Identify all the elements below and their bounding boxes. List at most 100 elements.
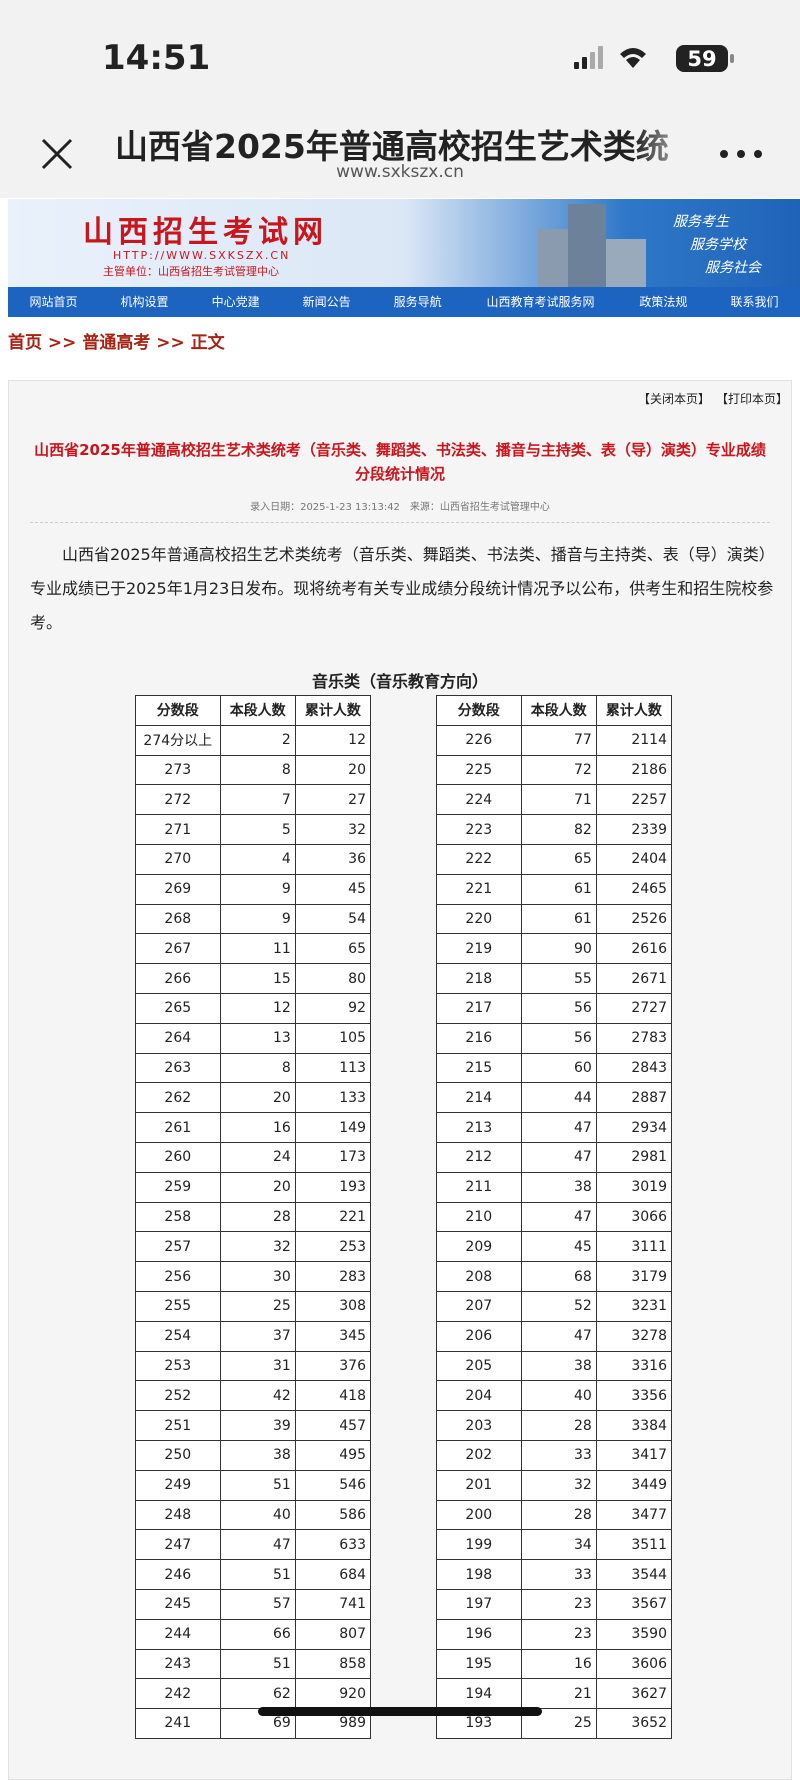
table-row: 257 32 253 (135, 1231, 372, 1263)
nav-item[interactable]: 山西教育考试服务网 (486, 295, 595, 309)
nav-item[interactable]: 联系我们 (730, 295, 779, 309)
home-indicator (258, 1707, 542, 1716)
nav-item[interactable]: 中心党建 (211, 295, 260, 309)
count-cell: 47 (520, 1320, 597, 1352)
table-row: 253 31 376 (135, 1350, 372, 1382)
nav-item[interactable]: 机构设置 (120, 295, 169, 309)
close-page-button[interactable]: 【关闭本页】 (638, 392, 711, 406)
score-cell: 207 (436, 1290, 522, 1322)
count-cell: 40 (219, 1499, 296, 1531)
table-row: 218 55 2671 (436, 963, 673, 994)
count-cell: 72 (520, 754, 597, 786)
count-cell: 3652 (595, 1708, 673, 1739)
table-row: 222 65 2404 (436, 843, 673, 875)
table-row: 224 71 2257 (436, 784, 673, 816)
score-cell: 242 (135, 1678, 221, 1710)
score-cell: 205 (436, 1350, 522, 1382)
table-row: 198 33 3544 (436, 1559, 673, 1590)
site-banner: 山西招生考试网 HTTP://WWW.SXKSZX.CN 主管单位：山西省招生考… (8, 199, 800, 287)
count-cell: 38 (219, 1439, 296, 1471)
table-row: 197 23 3567 (436, 1588, 673, 1620)
close-button[interactable] (40, 137, 74, 171)
count-cell: 9 (219, 903, 296, 935)
count-cell: 80 (294, 963, 372, 994)
article-paragraph: 山西省2025年普通高校招生艺术类统考（音乐类、舞蹈类、书法类、播音与主持类、表… (30, 545, 775, 632)
table-row: 200 28 3477 (436, 1499, 673, 1531)
count-cell: 28 (520, 1410, 597, 1441)
table-row: 258 28 221 (135, 1201, 372, 1233)
table-row: 205 38 3316 (436, 1350, 673, 1382)
count-cell: 3511 (595, 1529, 673, 1561)
score-cell: 222 (436, 843, 522, 875)
table-row: 269 9 45 (135, 873, 372, 905)
breadcrumb[interactable]: 首页 >> 普通高考 >> 正文 (8, 333, 225, 353)
count-cell: 34 (520, 1529, 597, 1561)
count-cell: 345 (294, 1320, 372, 1352)
nav-item[interactable]: 政策法规 (639, 295, 688, 309)
table-title: 音乐类（音乐教育方向） (311, 672, 488, 691)
count-cell: 283 (294, 1261, 372, 1292)
score-cell: 197 (436, 1588, 522, 1620)
score-cell: 273 (135, 754, 221, 786)
count-cell: 47 (520, 1112, 597, 1143)
count-cell: 16 (219, 1112, 296, 1143)
score-cell: 218 (436, 963, 522, 994)
count-cell: 56 (520, 992, 597, 1024)
count-cell: 51 (219, 1648, 296, 1680)
more-button[interactable] (718, 148, 764, 160)
divider (30, 522, 770, 523)
print-page-button[interactable]: 【打印本页】 (716, 392, 789, 406)
count-cell: 82 (520, 814, 597, 845)
count-cell: 4 (219, 843, 296, 875)
score-cell: 259 (135, 1171, 221, 1203)
table-row: 210 47 3066 (436, 1201, 673, 1233)
count-cell: 3066 (595, 1201, 673, 1233)
nav-item[interactable]: 服务导航 (393, 295, 442, 309)
count-cell: 47 (219, 1529, 296, 1561)
score-cell: 198 (436, 1559, 522, 1590)
count-cell: 61 (520, 903, 597, 935)
count-cell: 5 (219, 814, 296, 845)
count-cell: 253 (294, 1231, 372, 1263)
score-cell: 210 (436, 1201, 522, 1233)
table-row: 213 47 2934 (436, 1112, 673, 1143)
table-row: 225 72 2186 (436, 754, 673, 786)
score-cell: 221 (436, 873, 522, 905)
table-row: 260 24 173 (135, 1141, 372, 1173)
count-cell: 24 (219, 1141, 296, 1173)
count-cell: 418 (294, 1380, 372, 1412)
count-cell: 51 (219, 1469, 296, 1501)
score-cell: 269 (135, 873, 221, 905)
score-cell: 225 (436, 754, 522, 786)
count-cell: 45 (520, 1231, 597, 1263)
score-cell: 241 (135, 1708, 221, 1739)
table-row: 266 15 80 (135, 963, 372, 994)
table-row: 264 13 105 (135, 1022, 372, 1054)
table-row: 211 38 3019 (436, 1171, 673, 1203)
count-cell: 28 (520, 1499, 597, 1531)
count-cell: 3544 (595, 1559, 673, 1590)
count-cell: 3231 (595, 1290, 673, 1322)
table-row: 268 9 54 (135, 903, 372, 935)
count-cell: 2186 (595, 754, 673, 786)
nav-item[interactable]: 新闻公告 (302, 295, 351, 309)
count-cell: 12 (219, 992, 296, 1024)
article-meta: 录入日期：2025-1-23 13:13:42 来源：山西省招生考试管理中心 (0, 498, 800, 513)
building-illustration (538, 204, 646, 287)
count-cell: 56 (520, 1022, 597, 1054)
score-cell: 211 (436, 1171, 522, 1203)
score-cell: 201 (436, 1469, 522, 1501)
nav-item[interactable]: 网站首页 (29, 295, 78, 309)
count-cell: 45 (294, 873, 372, 905)
count-cell: 32 (294, 814, 372, 845)
count-cell: 586 (294, 1499, 372, 1531)
score-cell: 258 (135, 1201, 221, 1233)
browser-chrome: 14:51 59 山西省2025年普通高校招生艺术类统 www.sxkszx.c… (0, 0, 800, 198)
table-row: 199 34 3511 (436, 1529, 673, 1561)
table-row: 202 33 3417 (436, 1439, 673, 1471)
status-time: 14:51 (102, 38, 211, 78)
column-header: 累计人数 (294, 695, 372, 726)
count-cell: 3179 (595, 1261, 673, 1292)
score-cell: 245 (135, 1588, 221, 1620)
